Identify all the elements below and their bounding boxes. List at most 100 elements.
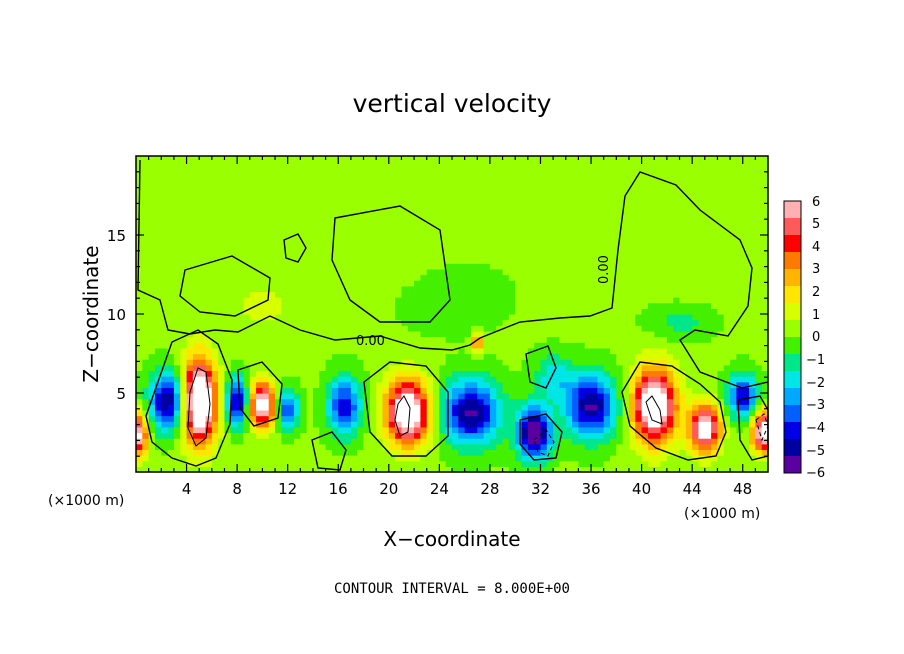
heatmap-cell	[357, 393, 365, 400]
heatmap-cell	[572, 336, 579, 343]
heatmap-cell	[319, 218, 327, 225]
heatmap-cell	[553, 409, 561, 417]
heatmap-cell	[635, 438, 643, 445]
heatmap-cell	[540, 398, 548, 405]
heatmap-cell	[591, 364, 598, 372]
heatmap-cell	[616, 415, 624, 422]
heatmap-cell	[218, 443, 226, 451]
heatmap-cell	[319, 297, 327, 304]
heatmap-cell	[666, 156, 674, 163]
heatmap-cell	[401, 314, 409, 321]
heatmap-cell	[439, 172, 447, 180]
heatmap-cell	[199, 404, 207, 411]
heatmap-cell	[161, 415, 169, 422]
heatmap-cell	[673, 438, 681, 445]
heatmap-cell	[344, 353, 352, 360]
heatmap-cell	[483, 314, 491, 321]
heatmap-cell	[338, 455, 346, 462]
heatmap-cell	[211, 325, 219, 332]
heatmap-cell	[502, 263, 510, 270]
heatmap-cell	[635, 212, 643, 219]
heatmap-cell	[218, 415, 226, 422]
heatmap-cell	[237, 212, 245, 219]
heatmap-cell	[173, 398, 181, 405]
heatmap-cell	[470, 370, 478, 377]
heatmap-cell	[331, 330, 339, 338]
heatmap-cell	[534, 421, 542, 428]
heatmap-cell	[414, 359, 421, 366]
heatmap-cell	[635, 240, 643, 247]
heatmap-cell	[628, 263, 636, 270]
heatmap-cell	[262, 460, 270, 467]
heatmap-cell	[515, 449, 523, 456]
heatmap-cell	[319, 280, 327, 287]
heatmap-cell	[452, 460, 459, 467]
heatmap-cell	[673, 421, 681, 428]
heatmap-cell	[256, 280, 263, 287]
heatmap-cell	[673, 460, 681, 467]
heatmap-cell	[363, 184, 371, 191]
heatmap-cell	[363, 319, 371, 326]
heatmap-cell	[546, 195, 554, 202]
heatmap-cell	[357, 460, 365, 467]
heatmap-cell	[249, 404, 257, 411]
heatmap-cell	[306, 229, 314, 236]
heatmap-cell	[205, 342, 213, 349]
heatmap-cell	[300, 393, 308, 400]
heatmap-cell	[591, 280, 598, 287]
heatmap-cell	[565, 370, 573, 377]
heatmap-cell	[445, 336, 453, 343]
heatmap-cell	[572, 302, 579, 309]
heatmap-cell	[357, 455, 365, 462]
heatmap-cell	[199, 325, 207, 332]
heatmap-cell	[306, 257, 314, 264]
heatmap-cell	[287, 426, 295, 434]
heatmap-cell	[578, 235, 586, 242]
heatmap-cell	[565, 178, 573, 185]
heatmap-cell	[572, 387, 579, 394]
heatmap-cell	[647, 426, 655, 434]
heatmap-cell	[635, 263, 643, 270]
heatmap-cell	[470, 268, 478, 276]
heatmap-cell	[325, 460, 333, 467]
heatmap-cell	[616, 421, 624, 428]
heatmap-cell	[243, 415, 251, 422]
heatmap-cell	[534, 212, 542, 219]
heatmap-cell	[325, 330, 333, 338]
heatmap-cell	[553, 274, 561, 281]
heatmap-cell	[275, 415, 282, 422]
heatmap-cell	[439, 206, 447, 214]
heatmap-cell	[534, 376, 542, 383]
heatmap-cell	[591, 156, 598, 163]
heatmap-cell	[167, 370, 175, 377]
heatmap-cell	[565, 218, 573, 225]
heatmap-cell	[458, 342, 466, 349]
heatmap-cell	[426, 460, 434, 467]
heatmap-cell	[363, 455, 371, 462]
heatmap-cell	[388, 257, 396, 264]
heatmap-cell	[199, 319, 207, 326]
heatmap-cell	[540, 308, 548, 315]
heatmap-cell	[395, 235, 403, 242]
heatmap-cell	[154, 206, 162, 214]
heatmap-cell	[584, 455, 592, 462]
heatmap-cell	[173, 325, 181, 332]
heatmap-cell	[452, 212, 459, 219]
heatmap-cell	[344, 274, 352, 281]
heatmap-cell	[660, 319, 668, 326]
heatmap-cell	[211, 347, 219, 355]
heatmap-cell	[489, 223, 497, 230]
heatmap-cell	[180, 235, 188, 242]
heatmap-cell	[388, 466, 396, 473]
heatmap-cell	[192, 443, 200, 451]
heatmap-cell	[685, 308, 693, 315]
heatmap-cell	[483, 167, 491, 174]
heatmap-cell	[142, 466, 150, 473]
heatmap-cell	[218, 398, 226, 405]
heatmap-cell	[641, 432, 649, 439]
heatmap-cell	[407, 376, 415, 383]
heatmap-cell	[673, 443, 681, 451]
heatmap-cell	[300, 297, 308, 304]
heatmap-cell	[489, 404, 497, 411]
heatmap-cell	[306, 342, 314, 349]
